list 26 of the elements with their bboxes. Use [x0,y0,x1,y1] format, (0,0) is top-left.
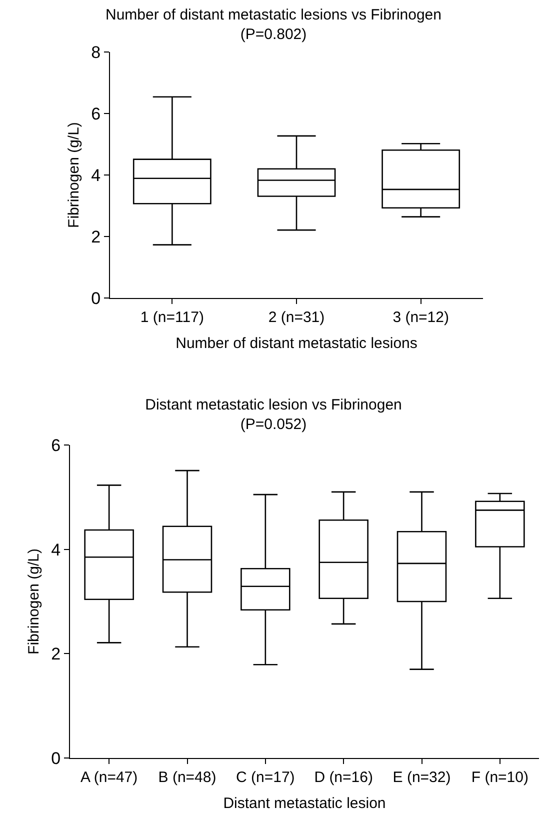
chart-subtitle: (P=0.052) [240,416,307,433]
x-axis-title: Number of distant metastatic lesions [176,335,418,352]
y-tick-label: 0 [51,748,61,768]
chart-subtitle: (P=0.802) [240,26,307,43]
x-axis-title: Distant metastatic lesion [223,795,386,812]
y-tick-label: 4 [91,166,101,185]
y-axis-title: Fibrinogen (g/L) [65,122,82,228]
x-tick-label: 2 (n=31) [268,309,325,326]
y-tick-label: 4 [51,540,61,560]
y-tick-label: 0 [91,288,101,308]
x-tick-label: D (n=16) [314,769,373,786]
x-tick-label: E (n=32) [392,769,451,786]
x-tick-label: A (n=47) [80,769,138,786]
x-tick-label: B (n=48) [158,769,216,786]
y-tick-label: 8 [91,42,101,62]
y-axis-title: Fibrinogen (g/L) [25,548,42,654]
y-tick-label: 2 [91,227,101,246]
x-tick-label: 1 (n=117) [140,309,204,326]
x-tick-label: C (n=17) [236,769,295,786]
chart-title: Number of distant metastatic lesions vs Fibrinogen [106,6,442,24]
x-tick-label: 3 (n=12) [392,309,449,326]
y-tick-label: 6 [51,436,61,455]
x-tick-label: F (n=10) [471,769,528,786]
y-tick-label: 6 [91,104,101,124]
chart-title: Distant metastatic lesion vs Fibrinogen [145,396,402,414]
y-tick-label: 2 [51,644,61,664]
